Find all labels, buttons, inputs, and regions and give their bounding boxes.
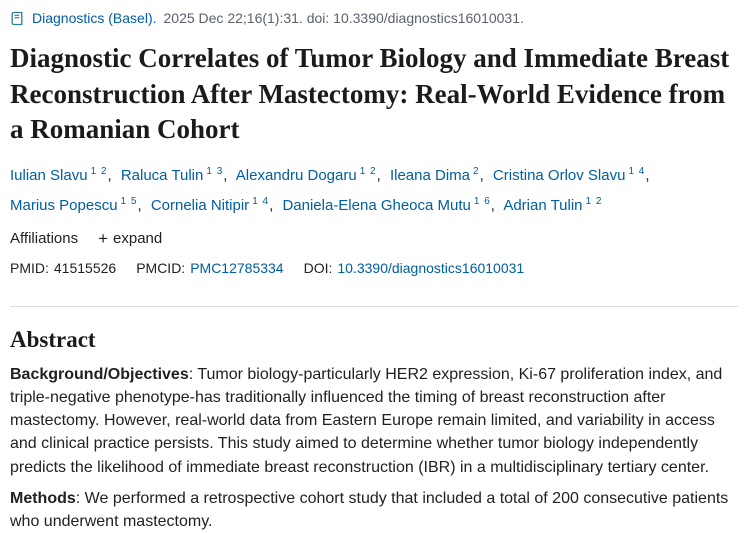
author-line-2: Marius Popescu 1 5, Cornelia Nitipir 1 4, …	[10, 191, 738, 221]
affiliations-label: Affiliations	[10, 229, 79, 247]
abstract-section-label: Background/Objectives	[10, 365, 189, 383]
pmid-value: 41515526	[53, 259, 117, 276]
citation-row: Diagnostics (Basel). 2025 Dec 22;16(1):3…	[10, 10, 738, 26]
page-title: Diagnostic Correlates of Tumor Biology a…	[10, 43, 730, 145]
author-link[interactable]: Adrian Tulin	[503, 196, 583, 214]
author-affil-sup[interactable]: 1 4	[628, 165, 646, 177]
pmcid-item: PMCID: PMC12785334	[136, 260, 283, 276]
abstract-section-sep: :	[188, 365, 198, 383]
author-affil-sup[interactable]: 1 6	[473, 195, 491, 207]
author-link[interactable]: Cornelia Nitipir	[150, 196, 250, 214]
author-affil-sup[interactable]: 2	[473, 165, 480, 177]
author-affil-sup[interactable]: 1 2	[359, 165, 377, 177]
author-link[interactable]: Ileana Dima	[389, 166, 470, 184]
doi-link[interactable]: 10.3390/diagnostics16010031	[337, 259, 525, 276]
section-divider	[10, 305, 738, 307]
abstract-section-sep: :	[75, 489, 85, 507]
author-link[interactable]: Daniela-Elena Gheoca Mutu	[282, 196, 471, 214]
abstract-section: Abstract Background/Objectives: Tumor bi…	[10, 327, 738, 533]
journal-link[interactable]: Diagnostics (Basel).	[32, 10, 157, 26]
author-separator: ,	[645, 166, 650, 184]
author-affil-sup[interactable]: 1 2	[585, 195, 603, 207]
doi-item: DOI: 10.3390/diagnostics16010031	[304, 260, 525, 276]
author-line-1: Iulian Slavu 1 2, Raluca Tulin 1 3, Alexan…	[10, 161, 738, 191]
pmid-label: PMID:	[10, 259, 49, 276]
author-link[interactable]: Marius Popescu	[10, 196, 118, 214]
author-separator: ,	[376, 166, 381, 184]
abstract-section-text: We performed a retrospective cohort stud…	[10, 489, 729, 530]
author-affil-sup[interactable]: 1 2	[90, 165, 108, 177]
author-link[interactable]: Iulian Slavu	[10, 166, 88, 184]
author-separator: ,	[223, 166, 228, 184]
pmcid-label: PMCID:	[136, 259, 186, 276]
identifiers-row: PMID: 41515526 PMCID: PMC12785334 DOI: 1…	[10, 260, 738, 276]
journal-book-icon	[10, 11, 25, 26]
author-separator: ,	[137, 196, 142, 214]
author-separator: ,	[107, 166, 112, 184]
author-list: Iulian Slavu 1 2, Raluca Tulin 1 3, Alexan…	[10, 161, 738, 221]
author-link[interactable]: Cristina Orlov Slavu	[492, 166, 626, 184]
author-separator: ,	[490, 196, 495, 214]
pmcid-link[interactable]: PMC12785334	[190, 259, 284, 276]
affiliations-row: Affiliations + expand	[10, 230, 738, 247]
author-link[interactable]: Raluca Tulin	[120, 166, 204, 184]
expand-label: expand	[113, 229, 163, 247]
author-affil-sup[interactable]: 1 5	[120, 195, 138, 207]
author-separator: ,	[269, 196, 274, 214]
pmid-item: PMID: 41515526	[10, 260, 116, 276]
author-link[interactable]: Alexandru Dogaru	[235, 166, 357, 184]
abstract-paragraph-methods: Methods: We performed a retrospective co…	[10, 487, 738, 533]
abstract-heading: Abstract	[10, 326, 96, 352]
affiliations-expand-button[interactable]: + expand	[98, 230, 162, 247]
author-affil-sup[interactable]: 1 3	[206, 165, 224, 177]
citation-text: 2025 Dec 22;16(1):31. doi: 10.3390/diagn…	[163, 10, 524, 26]
doi-label: DOI:	[303, 259, 333, 276]
author-separator: ,	[479, 166, 484, 184]
abstract-section-text: Tumor biology-particularly HER2 expressi…	[10, 365, 723, 476]
abstract-section-label: Methods	[10, 489, 76, 507]
abstract-paragraph-background: Background/Objectives: Tumor biology-par…	[10, 363, 738, 479]
author-affil-sup[interactable]: 1 4	[252, 195, 270, 207]
plus-icon: +	[98, 228, 109, 248]
